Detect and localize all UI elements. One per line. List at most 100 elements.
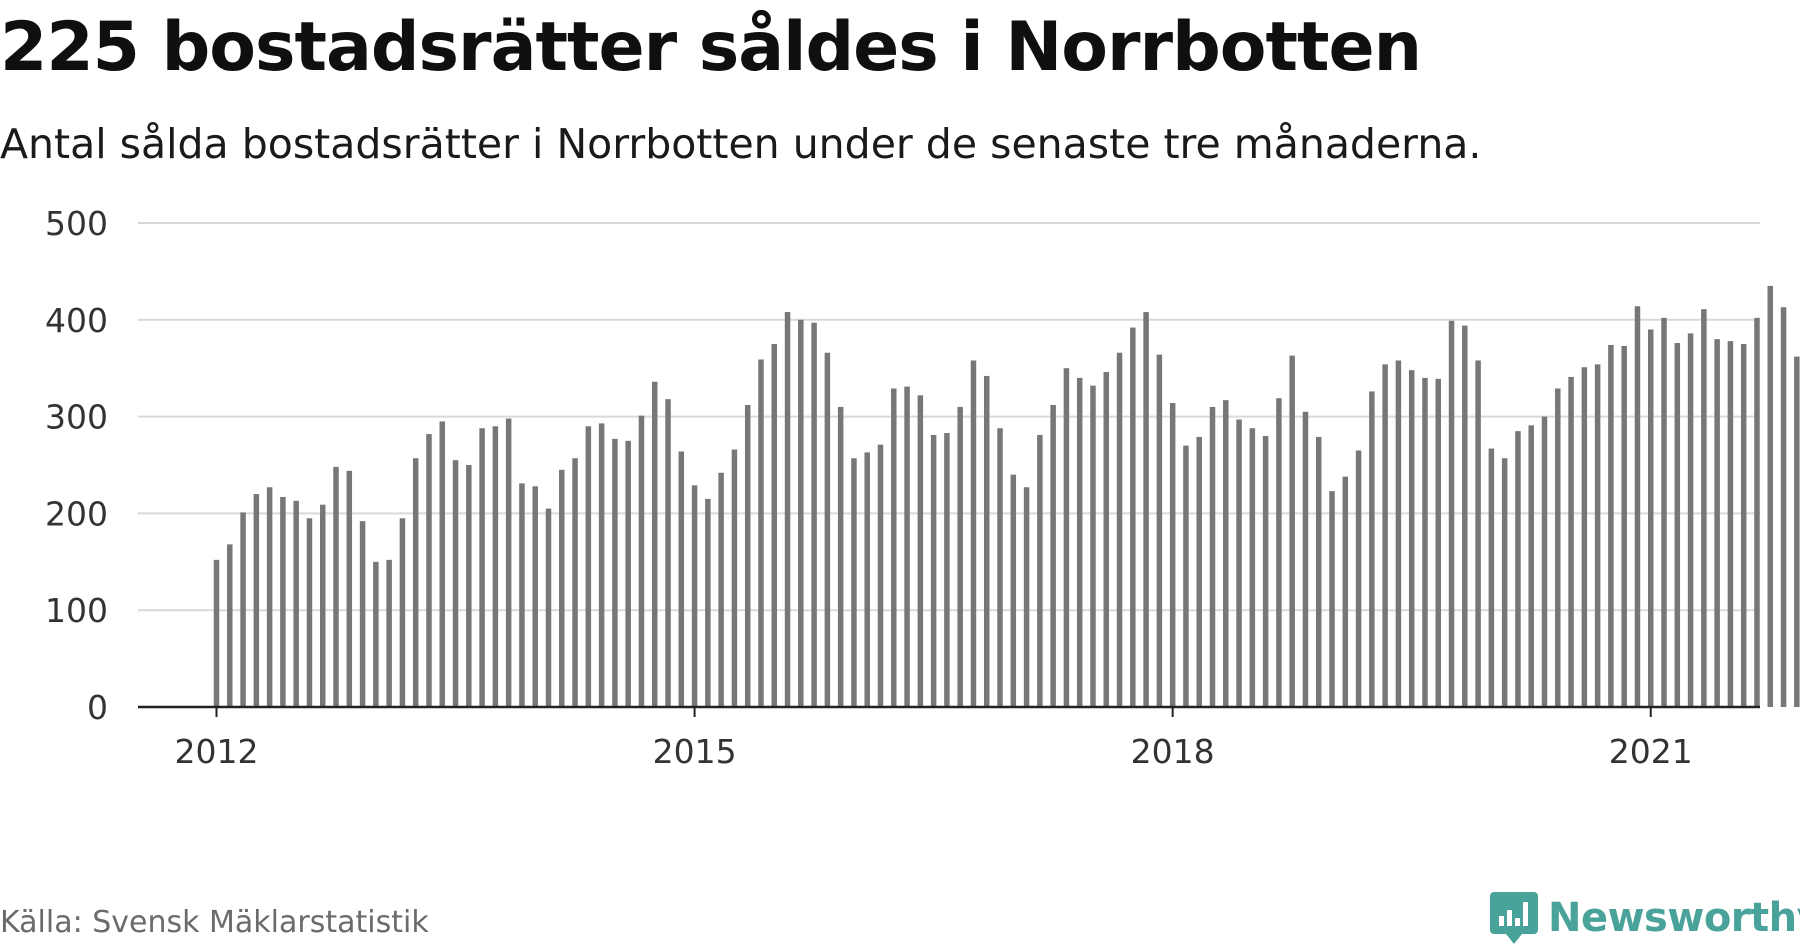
bar (412, 458, 419, 707)
bar (280, 496, 286, 707)
x-tick-label: 2021 (1609, 732, 1693, 771)
bar (1063, 368, 1070, 707)
x-tick-label: 2015 (653, 732, 737, 771)
bar (811, 322, 817, 707)
bar (519, 483, 525, 707)
bar (824, 352, 831, 707)
bar (1090, 385, 1096, 707)
bar (1302, 411, 1309, 707)
bar (1050, 404, 1056, 707)
bar (1209, 406, 1216, 707)
bar (505, 418, 512, 707)
bar (1621, 345, 1627, 707)
bar (851, 458, 857, 707)
y-tick-label: 300 (45, 398, 108, 437)
bar (492, 426, 499, 707)
source-note: Källa: Svensk Mäklarstatistik (0, 905, 429, 940)
bar (625, 440, 631, 707)
bar (1369, 391, 1375, 707)
bar (1701, 309, 1707, 707)
bar (319, 504, 326, 707)
x-tick-label: 2012 (175, 732, 259, 771)
bar (1342, 476, 1349, 707)
bar (1767, 285, 1774, 707)
bar (1156, 354, 1163, 707)
bar (1249, 428, 1256, 707)
bar (678, 451, 685, 707)
bar (705, 498, 711, 707)
bar (466, 465, 472, 707)
bar (1727, 341, 1734, 707)
bar (718, 472, 724, 707)
bar (917, 395, 924, 707)
bar (1169, 403, 1176, 707)
bar (771, 344, 778, 707)
bar (227, 544, 233, 707)
page-title: 225 bostadsrätter såldes i Norrbotten (0, 8, 1422, 87)
bar (479, 428, 485, 707)
bar (1395, 360, 1402, 707)
bar (399, 518, 406, 707)
x-tick-label: 2018 (1131, 732, 1215, 771)
bar (1143, 312, 1149, 707)
bar (744, 404, 751, 707)
y-tick-label: 0 (87, 688, 108, 727)
bar (1103, 372, 1110, 707)
bar (891, 388, 897, 707)
bar (253, 494, 260, 707)
bar (1408, 370, 1415, 707)
bar (1276, 398, 1282, 707)
bar (1608, 344, 1614, 707)
bar (240, 512, 246, 707)
bar (638, 415, 645, 707)
bar (944, 433, 950, 707)
newsworthy-logo-icon (1490, 892, 1538, 944)
bar (346, 470, 353, 707)
bar (1223, 400, 1229, 707)
bar (612, 438, 618, 707)
bar (1674, 343, 1681, 707)
bar (386, 559, 392, 707)
bar (1462, 325, 1468, 707)
bar (426, 434, 432, 707)
bar (1130, 327, 1136, 707)
bar (1076, 377, 1083, 707)
y-tick-label: 200 (45, 494, 108, 533)
bar (904, 386, 910, 707)
bar (213, 559, 220, 707)
bar (1541, 416, 1548, 707)
bar (1661, 317, 1667, 707)
bar (333, 466, 339, 707)
bar (1289, 355, 1295, 707)
y-tick-label: 400 (45, 301, 108, 340)
bar (545, 508, 552, 707)
bar (1315, 436, 1322, 707)
newsworthy-logo: Newsworthy (1490, 888, 1800, 948)
bar (798, 319, 804, 707)
bar (1475, 360, 1481, 707)
bar (1037, 434, 1043, 707)
bar (572, 458, 578, 707)
bar (970, 360, 977, 707)
bar (665, 399, 671, 707)
bar (1488, 448, 1495, 707)
y-tick-label: 100 (45, 591, 108, 630)
bar (1568, 376, 1574, 707)
bar (1687, 333, 1694, 707)
brand-name: Newsworthy (1548, 895, 1800, 941)
bar (837, 406, 844, 707)
bar (1740, 344, 1747, 707)
y-axis-labels: 0 100 200 300 400 500 (45, 204, 108, 727)
bars (213, 285, 1800, 707)
bar (1329, 491, 1335, 707)
bar (452, 460, 459, 707)
bar (359, 521, 366, 707)
bar (439, 421, 446, 707)
bar (957, 406, 963, 707)
bar (1594, 364, 1601, 707)
bar (877, 444, 884, 707)
bar (1714, 339, 1720, 707)
bar (1435, 378, 1442, 707)
bar (1355, 450, 1362, 707)
